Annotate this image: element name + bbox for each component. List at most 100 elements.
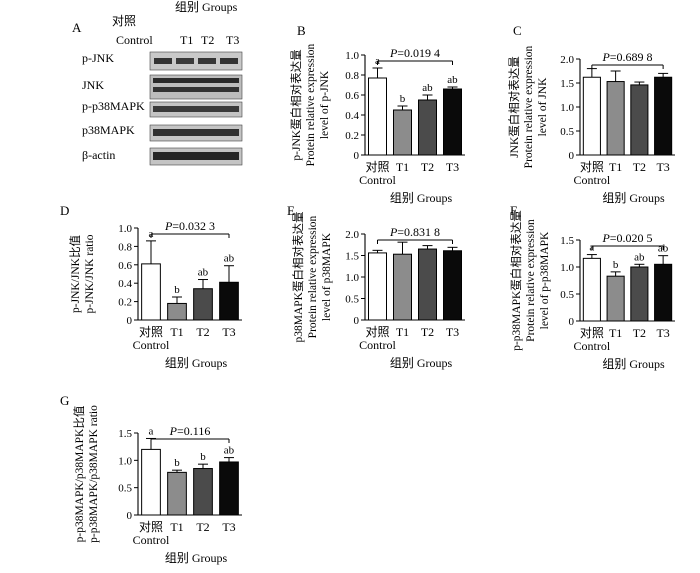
blot-col-label-cn: 对照 bbox=[112, 14, 136, 28]
blot-row-label-p-jnk: p-JNK bbox=[82, 51, 114, 65]
x-tick-label: T1 bbox=[170, 325, 183, 339]
x-axis-title: 组别 Groups bbox=[165, 551, 228, 565]
bar bbox=[606, 275, 625, 322]
y-tick-label: 0.6 bbox=[118, 260, 132, 272]
blot-col-label-control: Control bbox=[116, 33, 153, 47]
panel-letter-d: D bbox=[60, 203, 69, 218]
y-axis-title-line: Protein relative expression bbox=[305, 43, 317, 166]
x-tick-label: 对照 bbox=[365, 325, 389, 339]
x-tick-label: T1 bbox=[396, 325, 409, 339]
y-tick-label: 0.8 bbox=[345, 70, 359, 82]
y-axis-title-line: p-p38MAPK/p38MAPK ratio bbox=[88, 405, 100, 543]
significance-letter: ab bbox=[634, 251, 645, 263]
y-axis-title-line: level of p-JNK bbox=[319, 70, 331, 139]
y-tick-label: 0 bbox=[127, 315, 133, 327]
y-axis-title-line: Protein relative expression bbox=[307, 215, 319, 338]
y-tick-label: 0 bbox=[569, 150, 575, 162]
panel-letter-a: A bbox=[72, 20, 82, 35]
y-tick-label: 0.2 bbox=[118, 297, 132, 309]
x-tick-label: Control bbox=[574, 173, 611, 187]
x-axis-title: 组别 Groups bbox=[390, 191, 453, 205]
blot-col-label-t3: T3 bbox=[226, 33, 239, 47]
y-tick-label: 2.0 bbox=[560, 54, 574, 66]
p-value-label: P=0.689 8 bbox=[601, 50, 652, 64]
x-tick-label: 对照 bbox=[139, 325, 163, 339]
y-axis-title-line: Protein relative expression bbox=[525, 219, 537, 342]
significance-letter: b bbox=[174, 284, 180, 296]
bar bbox=[167, 302, 187, 321]
blot-strip-p-jnk bbox=[149, 51, 243, 71]
x-tick-label: T3 bbox=[446, 160, 459, 174]
x-tick-label: Control bbox=[359, 338, 396, 352]
bar bbox=[443, 88, 462, 156]
x-tick-label: T3 bbox=[656, 326, 669, 340]
x-tick-label: Control bbox=[574, 339, 611, 353]
x-axis-title: 组别 Groups bbox=[165, 356, 228, 370]
x-tick-label: T2 bbox=[196, 325, 209, 339]
y-tick-label: 1.0 bbox=[560, 262, 574, 274]
significance-letter: b bbox=[400, 93, 406, 105]
x-tick-label: T2 bbox=[196, 520, 209, 534]
x-tick-label: T2 bbox=[421, 325, 434, 339]
significance-letter: b bbox=[200, 451, 206, 463]
x-tick-label: 对照 bbox=[580, 326, 604, 340]
y-axis-title-line: JNK蛋白相对表达量 bbox=[507, 56, 521, 158]
western-blot-panel: A 组别 Groups 对照 Control T1 T2 T3 p-JNK JN… bbox=[72, 0, 243, 166]
x-tick-label: T1 bbox=[609, 160, 622, 174]
y-tick-label: 1.0 bbox=[560, 102, 574, 114]
bar bbox=[443, 250, 462, 321]
panel-letter-e: E bbox=[287, 203, 295, 218]
x-tick-label: T3 bbox=[222, 520, 235, 534]
y-axis-title-line: Protein relative expression bbox=[523, 45, 535, 168]
y-tick-label: 1.5 bbox=[345, 251, 359, 263]
significance-letter: b bbox=[613, 259, 619, 271]
blot-row-label-p38mapk: p38MAPK bbox=[82, 123, 135, 137]
significance-letter: a bbox=[149, 425, 154, 437]
p-value-label: P=0.831 8 bbox=[389, 225, 440, 239]
x-tick-label: T3 bbox=[446, 325, 459, 339]
bar bbox=[630, 84, 649, 156]
x-tick-label: T1 bbox=[396, 160, 409, 174]
y-tick-label: 2.0 bbox=[345, 229, 359, 241]
panel-letter-f: F bbox=[510, 203, 517, 218]
y-tick-label: 1.0 bbox=[118, 455, 132, 467]
x-tick-label: Control bbox=[359, 173, 396, 187]
bar bbox=[630, 266, 649, 322]
y-tick-label: 0.5 bbox=[560, 289, 574, 301]
bar bbox=[193, 288, 213, 321]
chart-panel-d: D00.20.40.60.81.0a对照ControlbT1abT2abT3P=… bbox=[60, 203, 242, 370]
significance-letter: b bbox=[174, 457, 180, 469]
bar bbox=[654, 76, 673, 156]
x-tick-label: T2 bbox=[633, 326, 646, 340]
x-axis-title: 组别 Groups bbox=[390, 356, 453, 370]
y-tick-label: 0.5 bbox=[345, 294, 359, 306]
p-value-label: P=0.020 5 bbox=[601, 231, 652, 245]
bar bbox=[219, 281, 239, 321]
bar bbox=[418, 99, 437, 156]
x-tick-label: 对照 bbox=[139, 520, 163, 534]
bar bbox=[368, 252, 387, 321]
blot-strip-p-p38mapk bbox=[149, 101, 243, 118]
y-axis-title-line: level of JNK bbox=[537, 77, 549, 136]
bar bbox=[606, 81, 625, 156]
x-tick-label: T2 bbox=[421, 160, 434, 174]
blot-strip-jnk bbox=[149, 74, 243, 100]
blot-row-label-beta-actin: β-actin bbox=[82, 148, 115, 162]
significance-letter: ab bbox=[224, 253, 235, 265]
panel-letter-b: B bbox=[297, 23, 306, 38]
y-tick-label: 0.6 bbox=[345, 90, 359, 102]
x-axis-title: 组别 Groups bbox=[602, 191, 665, 205]
y-axis-title-line: p-p38MAPK/p38MAPK比值 bbox=[73, 405, 86, 542]
y-axis-title-line: level of p38MAPK bbox=[321, 232, 333, 321]
bar bbox=[141, 263, 161, 321]
y-axis-title-line: p-p38MAPK蛋白相对表达量 bbox=[509, 210, 523, 351]
panel-letter-c: C bbox=[513, 23, 522, 38]
significance-letter: ab bbox=[447, 74, 458, 86]
bar bbox=[393, 109, 412, 156]
x-tick-label: T3 bbox=[222, 325, 235, 339]
bar bbox=[582, 257, 601, 322]
